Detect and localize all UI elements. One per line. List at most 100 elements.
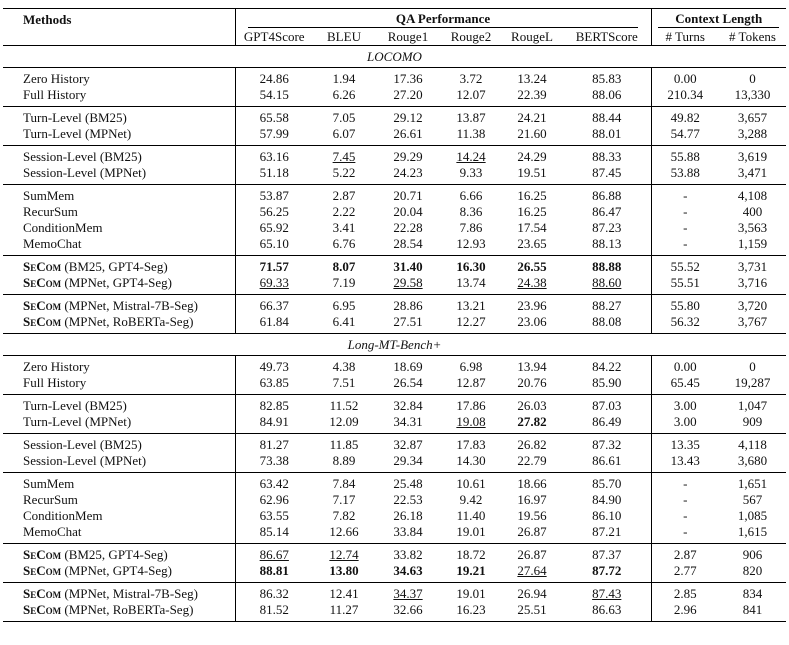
value-text: 87.32: [592, 437, 622, 452]
value-cell: 19.08: [441, 414, 501, 434]
value-cell: 2.87: [651, 543, 719, 563]
value-text: 63.85: [259, 375, 289, 390]
value-text: 87.72: [592, 563, 622, 578]
value-cell: 6.66: [441, 184, 501, 204]
value-cell: 85.90: [563, 375, 652, 395]
value-text: 7.86: [459, 220, 483, 235]
value-cell: 19,287: [719, 375, 786, 395]
value-cell: 88.33: [563, 145, 652, 165]
value-text: 4,108: [737, 188, 768, 203]
value-text: 26.87: [517, 547, 547, 562]
value-text: 210.34: [667, 87, 704, 102]
value-text: 32.66: [393, 602, 423, 617]
value-text: 85.70: [592, 476, 622, 491]
value-cell: 54.77: [651, 126, 719, 146]
value-text: 1,085: [737, 508, 768, 523]
method-cell: Full History: [3, 375, 236, 395]
value-text: 24.38: [517, 275, 547, 290]
value-text: 17.54: [517, 220, 547, 235]
method-name: RecurSum: [23, 204, 78, 219]
column-header: Rouge1: [387, 29, 429, 44]
value-text: 2.22: [332, 204, 356, 219]
value-text: 19,287: [734, 375, 771, 390]
value-text: 8.07: [332, 259, 356, 274]
value-text: 6.26: [332, 87, 356, 102]
table-row: Turn-Level (BM25) 82.85 11.52 32.84 17.86 26.…: [3, 394, 786, 414]
value-text: 11.38: [456, 126, 486, 141]
value-cell: 1.94: [313, 67, 375, 87]
value-cell: 8.89: [313, 453, 375, 473]
value-cell: 28.86: [375, 294, 441, 314]
value-text: 51.18: [259, 165, 289, 180]
method-name: Full History: [23, 87, 87, 102]
value-text: 81.27: [259, 437, 289, 452]
method-cell: SeCom (MPNet, RoBERTa-Seg): [3, 602, 236, 622]
value-cell: 26.61: [375, 126, 441, 146]
table-row: Zero History 49.73 4.38 18.69 6.98 13.94 84.22…: [3, 355, 786, 375]
value-text: 3,619: [737, 149, 768, 164]
value-text: 85.14: [259, 524, 289, 539]
method-cell: SeCom (MPNet, Mistral-7B-Seg): [3, 582, 236, 602]
value-cell: 24.29: [501, 145, 563, 165]
value-cell: 12.66: [313, 524, 375, 544]
value-text: 10.61: [456, 476, 486, 491]
value-cell: 13.24: [501, 67, 563, 87]
value-cell: 25.51: [501, 602, 563, 622]
value-cell: 2.96: [651, 602, 719, 622]
value-text: 12.87: [456, 375, 486, 390]
value-cell: 2.87: [313, 184, 375, 204]
value-cell: 210.34: [651, 87, 719, 107]
value-text: 82.85: [259, 398, 289, 413]
method-name: MemoChat: [23, 236, 82, 251]
value-cell: 3,680: [719, 453, 786, 473]
value-text: 7.51: [332, 375, 356, 390]
value-text: 13.74: [456, 275, 486, 290]
value-text: 32.87: [393, 437, 423, 452]
value-text: 8.89: [332, 453, 356, 468]
value-text: 23.06: [517, 314, 547, 329]
table-row: Full History 63.85 7.51 26.54 12.87 20.76 85.9…: [3, 375, 786, 395]
table-row: SeCom (MPNet, RoBERTa-Seg) 81.52 11.27 32.6…: [3, 602, 786, 622]
value-cell: 11.85: [313, 433, 375, 453]
value-text: -: [683, 204, 688, 219]
value-cell: 10.61: [441, 472, 501, 492]
value-cell: 12.87: [441, 375, 501, 395]
value-text: 85.90: [592, 375, 622, 390]
table-row: LOCOMO: [3, 45, 786, 68]
value-text: 57.99: [259, 126, 289, 141]
value-text: 2.96: [673, 602, 697, 617]
value-text: 13.87: [456, 110, 486, 125]
value-text: 29.58: [393, 275, 423, 290]
value-cell: 87.37: [563, 543, 652, 563]
value-text: 12.09: [329, 414, 359, 429]
value-cell: 13.43: [651, 453, 719, 473]
method-cell: Turn-Level (BM25): [3, 394, 236, 414]
method-name: Zero History: [23, 359, 90, 374]
value-text: 22.53: [393, 492, 423, 507]
value-text: 22.79: [517, 453, 547, 468]
value-cell: 55.80: [651, 294, 719, 314]
value-cell: 4,108: [719, 184, 786, 204]
value-cell: 32.87: [375, 433, 441, 453]
value-text: -: [683, 188, 688, 203]
value-cell: 87.45: [563, 165, 652, 185]
method-cell: Session-Level (BM25): [3, 145, 236, 165]
value-cell: 1,085: [719, 508, 786, 524]
value-cell: 841: [719, 602, 786, 622]
value-text: 88.08: [592, 314, 622, 329]
value-cell: 7.51: [313, 375, 375, 395]
value-cell: 12.74: [313, 543, 375, 563]
value-cell: 3,767: [719, 314, 786, 334]
value-text: 55.52: [670, 259, 700, 274]
value-cell: 0: [719, 355, 786, 375]
value-cell: -: [651, 524, 719, 544]
value-text: 56.32: [670, 314, 700, 329]
value-cell: 53.87: [235, 184, 313, 204]
value-cell: 86.10: [563, 508, 652, 524]
table-row: Full History 54.15 6.26 27.20 12.07 22.39 88.0…: [3, 87, 786, 107]
value-cell: 63.16: [235, 145, 313, 165]
value-cell: 87.72: [563, 563, 652, 583]
value-cell: 26.03: [501, 394, 563, 414]
value-cell: 29.12: [375, 106, 441, 126]
value-text: 3.00: [673, 398, 697, 413]
